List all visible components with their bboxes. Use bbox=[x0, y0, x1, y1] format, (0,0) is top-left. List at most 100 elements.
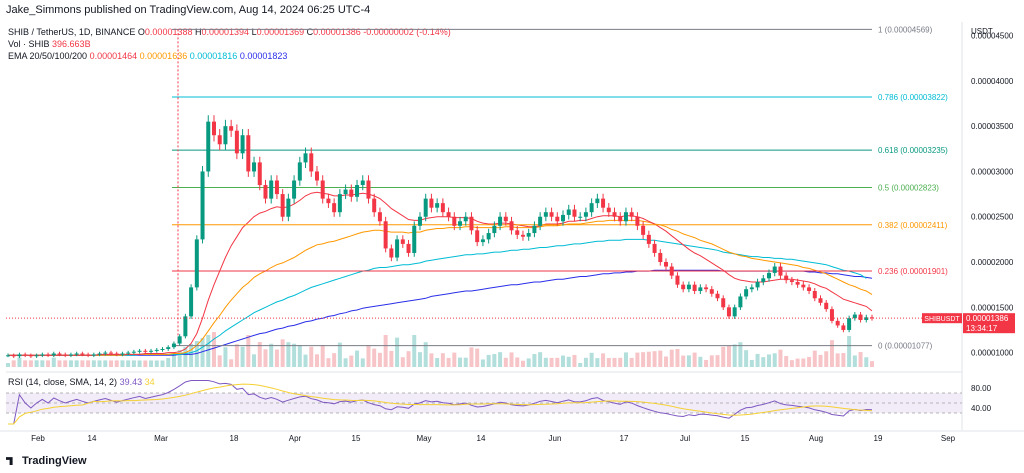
candle-body bbox=[269, 180, 274, 199]
volume-bar bbox=[149, 360, 154, 367]
candle-body bbox=[440, 203, 445, 213]
candle-body bbox=[767, 272, 772, 279]
volume-bar bbox=[372, 348, 377, 367]
x-tick-label: 15 bbox=[352, 434, 361, 443]
symbol-label[interactable]: SHIB / TetherUS, 1D, BINANCE bbox=[8, 27, 136, 37]
rsi-band bbox=[6, 393, 962, 413]
volume-bar bbox=[498, 352, 503, 367]
volume-bar bbox=[583, 357, 588, 367]
candle-body bbox=[778, 266, 783, 276]
volume-bar bbox=[767, 354, 772, 367]
volume-bar bbox=[755, 353, 760, 367]
candle-body bbox=[160, 348, 165, 350]
x-tick-label: Mar bbox=[154, 434, 168, 443]
candle-body bbox=[263, 185, 268, 199]
candle-body bbox=[23, 354, 28, 356]
volume-bar bbox=[34, 360, 39, 367]
volume-bar bbox=[292, 343, 297, 367]
volume-bar bbox=[206, 335, 211, 367]
candle-body bbox=[698, 287, 703, 292]
volume-bar bbox=[761, 357, 766, 367]
candle-body bbox=[429, 198, 434, 208]
volume-bar bbox=[143, 360, 148, 367]
x-tick-label: 15 bbox=[741, 434, 750, 443]
candle-body bbox=[252, 162, 257, 172]
candle-body bbox=[17, 354, 22, 357]
volume-bar bbox=[503, 357, 508, 367]
candle-body bbox=[6, 355, 10, 357]
volume-bar bbox=[274, 349, 279, 367]
candle-body bbox=[183, 316, 188, 337]
tradingview-logo[interactable]: TradingView bbox=[6, 455, 87, 467]
volume-bar bbox=[435, 358, 440, 367]
volume-bar bbox=[732, 344, 737, 367]
volume-bar bbox=[801, 358, 806, 367]
volume-bar bbox=[337, 342, 342, 367]
volume-bar bbox=[366, 345, 371, 367]
volume-bar bbox=[532, 354, 537, 367]
low-value: 0.00001369 bbox=[256, 27, 305, 37]
x-tick-label: 18 bbox=[230, 434, 239, 443]
fib-level-label: 0.382 (0.00002411) bbox=[878, 221, 948, 230]
volume-bar bbox=[154, 360, 159, 367]
volume-bar bbox=[137, 360, 142, 367]
fib-level-label: 0.786 (0.00003822) bbox=[878, 93, 948, 102]
close-label: C bbox=[306, 27, 314, 37]
candle-body bbox=[435, 203, 440, 208]
candle-body bbox=[458, 221, 463, 226]
y-tick-label: 0.00002000 bbox=[971, 258, 1014, 267]
volume-bar bbox=[520, 360, 525, 367]
volume-bar bbox=[566, 356, 571, 367]
candle-body bbox=[143, 350, 148, 352]
candle-body bbox=[189, 287, 194, 317]
candle-body bbox=[211, 121, 216, 136]
volume-bar bbox=[681, 355, 686, 367]
volume-bar bbox=[320, 345, 325, 367]
volume-bar bbox=[492, 354, 497, 367]
volume-bar bbox=[28, 360, 33, 367]
header: Jake_Simmons published on TradingView.co… bbox=[0, 0, 1024, 22]
candle-body bbox=[538, 216, 543, 226]
candle-body bbox=[492, 225, 497, 234]
fib-level-label: 0.618 (0.00003235) bbox=[878, 146, 948, 155]
candle-body bbox=[469, 216, 474, 231]
candle-body bbox=[652, 243, 657, 253]
candle-body bbox=[400, 239, 405, 244]
rsi-label[interactable]: RSI (14, close, SMA, 14, 2) bbox=[8, 377, 118, 387]
volume-bar bbox=[509, 352, 514, 367]
volume-bar bbox=[623, 352, 628, 367]
candle-body bbox=[137, 350, 142, 352]
ema50-line bbox=[8, 219, 873, 356]
candle-body bbox=[847, 318, 852, 330]
candle-body bbox=[366, 180, 371, 199]
footer-logo-text: TradingView bbox=[22, 455, 87, 467]
y-tick-label: 0.00001000 bbox=[971, 349, 1014, 358]
ema-label[interactable]: EMA 20/50/100/200 bbox=[8, 51, 88, 61]
x-tick-label: 19 bbox=[874, 434, 883, 443]
volume-bar bbox=[86, 360, 91, 367]
volume-bar bbox=[40, 360, 45, 367]
volume-bar bbox=[126, 360, 131, 367]
candle-body bbox=[738, 296, 743, 308]
candle-body bbox=[801, 284, 806, 288]
candle-body bbox=[395, 239, 400, 258]
candle-body bbox=[46, 354, 51, 356]
volume-bar bbox=[80, 360, 85, 367]
candle-body bbox=[635, 216, 640, 226]
ema20-value: 0.00001464 bbox=[89, 51, 138, 61]
candle-body bbox=[623, 212, 628, 222]
candle-body bbox=[864, 317, 869, 320]
candle-body bbox=[709, 289, 714, 294]
volume-bar bbox=[309, 346, 314, 367]
high-label: H bbox=[195, 27, 202, 37]
volume-bar bbox=[543, 357, 548, 367]
volume-bar bbox=[200, 338, 205, 367]
volume-bar bbox=[652, 351, 657, 367]
high-value: 0.00001394 bbox=[201, 27, 250, 37]
volume-bar bbox=[812, 350, 817, 367]
volume-bar bbox=[412, 335, 417, 367]
volume-bar bbox=[749, 359, 754, 367]
volume-label[interactable]: Vol · SHIB bbox=[8, 39, 50, 49]
volume-bar bbox=[440, 353, 445, 367]
